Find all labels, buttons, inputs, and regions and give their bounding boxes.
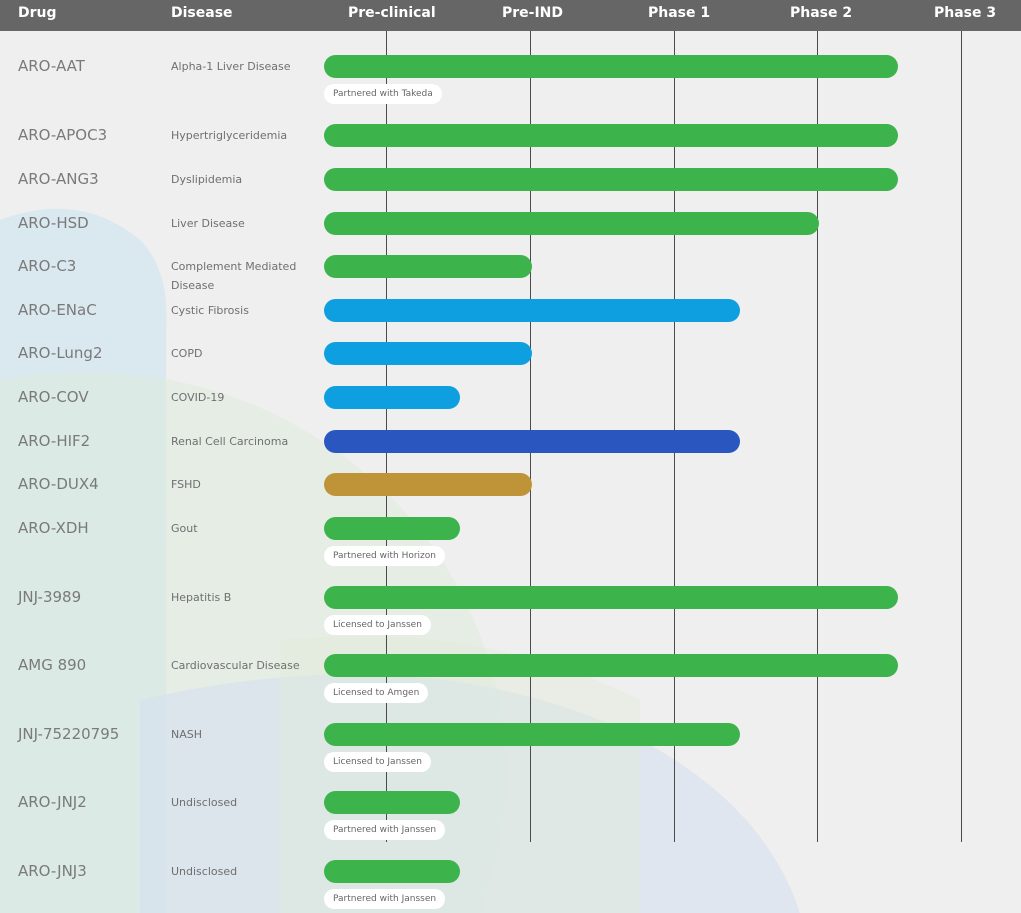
- drug-name: ARO-COV: [18, 388, 89, 406]
- drug-name: ARO-JNJ3: [18, 862, 87, 880]
- drug-name: ARO-APOC3: [18, 126, 108, 144]
- progress-bar: [324, 723, 740, 746]
- progress-bar: [324, 55, 898, 78]
- progress-bar: [324, 168, 898, 191]
- stage-divider-line: [817, 31, 818, 842]
- disease-name: Dyslipidemia: [171, 173, 243, 186]
- drug-name: ARO-AAT: [18, 57, 85, 75]
- disease-name: Undisclosed: [171, 796, 238, 809]
- drug-name: ARO-DUX4: [18, 475, 99, 493]
- stage-header-preind: Pre-IND: [502, 5, 564, 21]
- table-header: Drug Disease Pre-clinical Pre-IND Phase …: [0, 0, 1021, 31]
- partner-badge: Licensed to Janssen: [324, 615, 431, 635]
- drug-name: JNJ-75220795: [18, 725, 120, 743]
- progress-bar: [324, 791, 460, 814]
- progress-bar: [324, 212, 819, 235]
- drug-name: AMG 890: [18, 656, 87, 674]
- disease-column-header: Disease: [171, 5, 233, 21]
- progress-bar: [324, 654, 898, 677]
- disease-name: Undisclosed: [171, 865, 238, 878]
- disease-name: Cystic Fibrosis: [171, 304, 249, 317]
- drug-name: ARO-JNJ2: [18, 793, 87, 811]
- progress-bar: [324, 430, 740, 453]
- drug-name: ARO-C3: [18, 257, 77, 275]
- drug-name: ARO-HIF2: [18, 432, 91, 450]
- progress-bar: [324, 473, 532, 496]
- partner-badge: Partnered with Janssen: [324, 889, 446, 909]
- drug-column-header: Drug: [18, 5, 57, 21]
- stage-header-preclinical: Pre-clinical: [348, 5, 436, 21]
- disease-name: COPD: [171, 347, 203, 360]
- disease-name: Alpha-1 Liver Disease: [171, 60, 291, 73]
- stage-header-phase2: Phase 2: [790, 5, 853, 21]
- progress-bar: [324, 517, 460, 540]
- progress-bar: [324, 299, 740, 322]
- progress-bar: [324, 386, 460, 409]
- disease-name: NASH: [171, 728, 203, 741]
- partner-badge: Partnered with Horizon: [324, 546, 445, 566]
- drug-name: ARO-Lung2: [18, 344, 103, 362]
- disease-name: Renal Cell Carcinoma: [171, 435, 289, 448]
- stage-header-phase3: Phase 3: [934, 5, 997, 21]
- partner-badge: Partnered with Takeda: [324, 84, 442, 104]
- drug-name: ARO-ANG3: [18, 170, 99, 188]
- progress-bar: [324, 342, 532, 365]
- drug-name: ARO-ENaC: [18, 301, 97, 319]
- stage-header-phase1: Phase 1: [648, 5, 711, 21]
- progress-bar: [324, 255, 532, 278]
- partner-badge: Licensed to Amgen: [324, 683, 429, 703]
- disease-name: Liver Disease: [171, 217, 245, 230]
- partner-badge: Partnered with Janssen: [324, 820, 446, 840]
- disease-name: Gout: [171, 522, 198, 535]
- disease-name: Hepatitis B: [171, 591, 232, 604]
- partner-badge: Licensed to Janssen: [324, 752, 431, 772]
- stage-divider-line: [961, 31, 962, 842]
- progress-bar: [324, 586, 898, 609]
- disease-name: Hypertriglyceridemia: [171, 129, 288, 142]
- drug-name: ARO-XDH: [18, 519, 89, 537]
- progress-bar: [324, 124, 898, 147]
- disease-name: COVID-19: [171, 391, 225, 404]
- drug-name: ARO-HSD: [18, 214, 89, 232]
- disease-name: Complement Mediated Disease: [171, 260, 297, 292]
- progress-bar: [324, 860, 460, 883]
- drug-name: JNJ-3989: [18, 588, 82, 606]
- disease-name: FSHD: [171, 478, 201, 491]
- disease-name: Cardiovascular Disease: [171, 659, 300, 672]
